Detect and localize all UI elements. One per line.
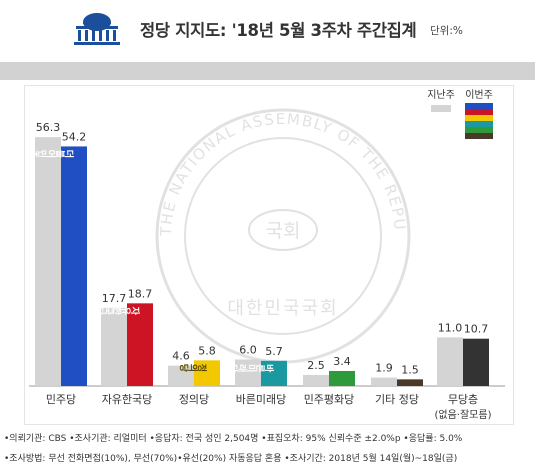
- category-label: 자유한국당: [102, 393, 153, 406]
- legend-swatch-this-week: [465, 133, 493, 139]
- bar-previous-week: [168, 365, 194, 386]
- legend-swatch-this-week: [465, 103, 493, 109]
- seal-center-text: 국회: [266, 220, 301, 242]
- seal-bottom-text: 대한민국국회: [227, 298, 338, 319]
- category-note: (없음·잘모름): [435, 408, 492, 421]
- bar-this-week: [329, 370, 355, 386]
- category-label: 민주평화당: [304, 393, 355, 406]
- value-label-this-week: 3.4: [333, 355, 351, 368]
- category-label: 무당층: [448, 393, 478, 406]
- category-label: 민주당: [46, 393, 76, 406]
- value-label-previous: 4.6: [172, 350, 190, 363]
- bar-previous-week: [235, 359, 261, 386]
- page-title: 정당 지지도: '18년 5월 3주차 주간집계: [140, 21, 417, 40]
- national-assembly-logo: [74, 13, 120, 45]
- value-label-this-week: 10.7: [464, 323, 489, 336]
- legend: 지난주 이번주: [427, 89, 493, 139]
- bar-party-name: 정의당: [179, 361, 208, 371]
- value-label-this-week: 5.8: [198, 344, 216, 357]
- bar-party-name: 바른미래당: [228, 362, 275, 372]
- value-label-previous: 6.0: [239, 343, 257, 356]
- bar-this-week: [127, 303, 153, 386]
- bar-this-week: [61, 146, 87, 386]
- header: 정당 지지도: '18년 5월 3주차 주간집계 단위:%: [0, 0, 535, 62]
- value-label-this-week: 1.5: [401, 363, 419, 376]
- legend-swatch-previous: [431, 105, 451, 112]
- value-label-this-week: 5.7: [265, 345, 283, 358]
- value-label-previous: 17.7: [102, 292, 127, 305]
- bar-this-week: [194, 360, 220, 386]
- bar-previous-week: [101, 307, 127, 386]
- bar-chart: THE NATIONAL ASSEMBLY OF THE REPUBLIC OF…: [25, 86, 505, 421]
- bar-this-week: [261, 360, 287, 386]
- chart-panel: THE NATIONAL ASSEMBLY OF THE REPUBLIC OF…: [24, 85, 514, 425]
- footer-line-2: •조사방법: 무선 전화면접(10%), 무선(70%)•유선(20%) 자동응…: [4, 454, 458, 464]
- legend-swatch-this-week: [465, 127, 493, 133]
- bar-previous-week: [35, 137, 61, 386]
- value-label-previous: 1.9: [375, 362, 393, 375]
- legend-swatch-this-week: [465, 109, 493, 115]
- bar-this-week: [397, 379, 423, 386]
- value-label-this-week: 54.2: [62, 130, 87, 143]
- value-label-previous: 2.5: [307, 359, 325, 372]
- legend-swatch-this-week: [465, 115, 493, 121]
- legend-label-this-week: 이번주: [465, 89, 493, 101]
- category-label: 정의당: [179, 393, 209, 406]
- legend-label-previous: 지난주: [427, 89, 455, 101]
- value-label-previous: 11.0: [438, 321, 463, 334]
- category-label: 바른미래당: [236, 393, 287, 406]
- value-label-previous: 56.3: [36, 121, 61, 134]
- value-label-this-week: 18.7: [128, 287, 153, 300]
- legend-swatch-this-week: [465, 121, 493, 127]
- footer-line-1: •의뢰기관: CBS •조사기관: 리얼미터 •응답자: 전국 성인 2,504…: [4, 434, 463, 444]
- bar-party-name: 더불어민주당: [25, 147, 75, 157]
- bar-previous-week: [437, 337, 463, 386]
- bar-previous-week: [303, 374, 329, 386]
- bar-this-week: [463, 338, 489, 386]
- header-band: [0, 62, 535, 80]
- survey-footer: •의뢰기관: CBS •조사기관: 리얼미터 •응답자: 전국 성인 2,504…: [4, 428, 531, 468]
- bar-previous-week: [371, 377, 397, 386]
- bar-party-name: 자유한국당: [94, 304, 141, 314]
- unit-label: 단위:%: [430, 25, 463, 37]
- category-label: 기타 정당: [375, 393, 419, 406]
